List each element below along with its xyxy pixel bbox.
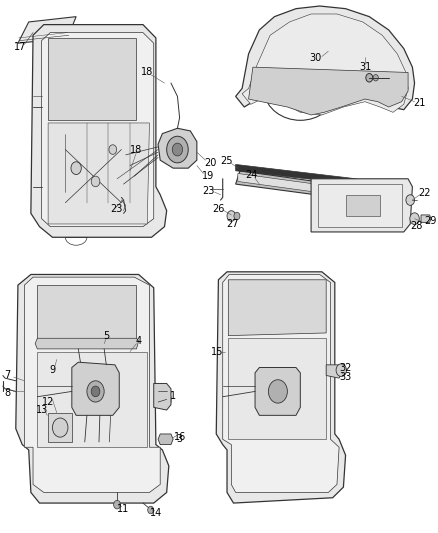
Text: 8: 8 (4, 388, 10, 398)
Circle shape (373, 75, 378, 81)
Polygon shape (16, 274, 169, 503)
Text: 23: 23 (203, 186, 215, 196)
Polygon shape (42, 33, 154, 227)
Text: 19: 19 (201, 171, 214, 181)
Circle shape (113, 500, 120, 509)
Polygon shape (154, 383, 171, 410)
Text: 26: 26 (212, 204, 225, 214)
Polygon shape (421, 215, 431, 222)
Text: 14: 14 (150, 508, 162, 518)
Text: 1: 1 (170, 391, 176, 401)
Text: 27: 27 (226, 219, 239, 229)
Circle shape (71, 162, 81, 174)
Text: 15: 15 (211, 346, 223, 357)
Text: 32: 32 (339, 362, 352, 373)
Circle shape (91, 176, 100, 187)
Text: 33: 33 (339, 372, 352, 382)
Polygon shape (31, 25, 167, 237)
Polygon shape (238, 173, 350, 192)
Polygon shape (72, 362, 119, 415)
Text: 13: 13 (35, 405, 48, 415)
Polygon shape (48, 413, 72, 442)
Text: 20: 20 (205, 158, 217, 168)
Polygon shape (37, 352, 147, 447)
Polygon shape (236, 165, 357, 184)
Text: 4: 4 (136, 336, 142, 346)
Text: 17: 17 (14, 43, 26, 52)
Polygon shape (25, 277, 160, 492)
Text: 28: 28 (410, 221, 423, 231)
Circle shape (167, 136, 188, 163)
Circle shape (406, 195, 414, 205)
Circle shape (268, 379, 287, 403)
Text: 11: 11 (117, 504, 130, 514)
Text: 9: 9 (49, 365, 56, 375)
Polygon shape (236, 171, 357, 195)
Polygon shape (346, 195, 380, 216)
Text: 30: 30 (309, 53, 321, 63)
Text: 23: 23 (110, 204, 122, 214)
Text: 5: 5 (103, 330, 110, 341)
Polygon shape (18, 17, 76, 43)
Text: 25: 25 (220, 156, 233, 166)
Polygon shape (249, 67, 408, 115)
Text: 18: 18 (131, 144, 143, 155)
Polygon shape (216, 272, 346, 503)
Text: 22: 22 (418, 188, 430, 198)
Polygon shape (37, 285, 137, 344)
Circle shape (234, 212, 240, 220)
Text: 31: 31 (359, 62, 371, 72)
Polygon shape (242, 14, 408, 115)
Circle shape (336, 364, 346, 376)
Circle shape (87, 381, 104, 402)
Polygon shape (326, 365, 341, 378)
Circle shape (53, 418, 68, 437)
Text: 3: 3 (177, 434, 183, 445)
Text: 7: 7 (4, 370, 10, 381)
Polygon shape (35, 338, 139, 349)
Circle shape (109, 145, 117, 155)
Polygon shape (48, 38, 137, 120)
Circle shape (227, 211, 236, 221)
Text: 29: 29 (425, 216, 437, 227)
Text: 18: 18 (141, 68, 153, 77)
Polygon shape (228, 280, 326, 336)
Polygon shape (158, 128, 197, 168)
Polygon shape (223, 274, 339, 492)
Polygon shape (255, 368, 300, 415)
Text: 21: 21 (413, 98, 426, 108)
Circle shape (172, 143, 183, 156)
Text: 24: 24 (245, 170, 258, 180)
Circle shape (91, 386, 100, 397)
Circle shape (410, 213, 419, 224)
Polygon shape (228, 338, 326, 439)
Polygon shape (48, 123, 149, 224)
Polygon shape (318, 184, 402, 227)
Polygon shape (311, 179, 413, 232)
Text: 16: 16 (173, 432, 186, 442)
Circle shape (148, 506, 154, 514)
Circle shape (366, 74, 373, 82)
Polygon shape (236, 6, 414, 110)
Text: 12: 12 (42, 397, 54, 407)
Polygon shape (158, 434, 173, 445)
